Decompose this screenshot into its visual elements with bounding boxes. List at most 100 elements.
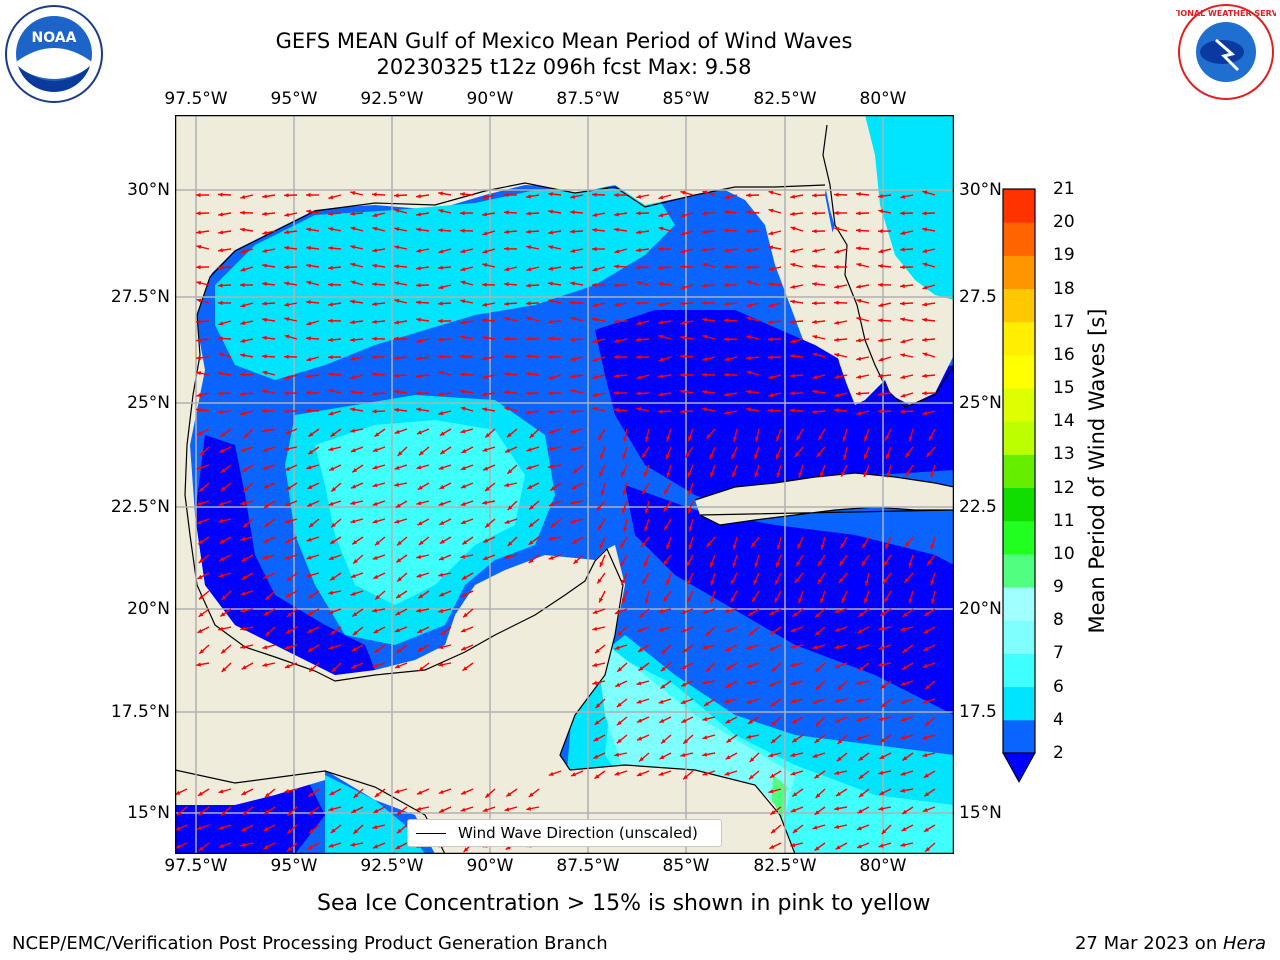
wind-arrow-head xyxy=(438,209,444,214)
wind-arrow-head xyxy=(812,825,818,830)
wind-arrow-head xyxy=(592,267,598,272)
svg-text:NOAA: NOAA xyxy=(32,30,77,46)
wind-arrow-head xyxy=(856,698,862,703)
wind-arrow-head xyxy=(878,373,883,378)
wind-arrow-head xyxy=(834,320,840,325)
wind-arrow-head xyxy=(220,468,226,473)
lat-tick-left-5: 20°N xyxy=(127,599,170,619)
wind-arrow-head xyxy=(835,718,841,723)
wind-arrow-head xyxy=(438,228,443,233)
lon-tick-top-3: 92.5°W xyxy=(360,89,424,109)
wind-arrow-head xyxy=(306,336,311,341)
wind-arrow-head xyxy=(548,771,554,776)
wind-arrow-head xyxy=(240,194,246,199)
wind-arrow-head xyxy=(771,667,777,672)
wind-arrow-head xyxy=(372,825,378,830)
wind-arrow-head xyxy=(197,574,203,579)
wind-arrow-head xyxy=(196,230,201,235)
wind-arrow-head xyxy=(482,807,488,812)
wind-arrow-head xyxy=(658,409,663,414)
lat-tick-right-4: 22.5 xyxy=(959,497,997,517)
wind-arrow-head xyxy=(900,317,905,322)
wind-arrow-head xyxy=(198,612,204,617)
wind-arrow-head xyxy=(812,389,817,394)
wind-arrow-head xyxy=(746,699,752,704)
wind-arrow-head xyxy=(306,555,312,560)
wind-arrow-head xyxy=(240,320,246,325)
wind-arrow-head xyxy=(922,211,927,216)
wind-arrow-head xyxy=(834,374,840,379)
wind-arrow-head xyxy=(285,466,291,471)
wind-arrow-head xyxy=(665,454,670,460)
wind-arrow-head xyxy=(775,454,780,460)
wind-arrow-head xyxy=(372,501,378,506)
wind-arrow-head xyxy=(754,472,759,478)
wind-arrow-head xyxy=(746,407,751,412)
wind-arrow-head xyxy=(504,246,509,251)
wind-arrow-head xyxy=(460,520,466,524)
wind-arrow-head xyxy=(328,843,334,848)
wind-arrow-head xyxy=(925,721,931,726)
wind-arrow-head xyxy=(570,446,576,452)
wind-arrow-head xyxy=(663,506,668,512)
wind-arrow-head xyxy=(900,283,905,289)
wind-arrow-head xyxy=(218,352,224,357)
wind-arrow-head xyxy=(548,354,553,360)
wind-arrow-head xyxy=(861,560,867,566)
wind-arrow-head xyxy=(219,539,225,544)
wind-arrow-head xyxy=(796,561,801,567)
wind-arrow-head xyxy=(438,572,444,577)
wind-arrow-head xyxy=(416,227,421,232)
wind-arrow-head xyxy=(856,411,862,416)
wind-arrow-head xyxy=(710,472,715,478)
wind-arrow-head xyxy=(636,281,642,286)
wind-arrow-head xyxy=(746,645,752,650)
wind-arrow-head xyxy=(680,372,685,378)
wind-arrow-head xyxy=(858,756,864,761)
wind-arrow-head xyxy=(658,226,664,231)
wind-arrow-head xyxy=(658,699,664,704)
wind-arrow-head xyxy=(262,370,268,375)
map-plot xyxy=(174,114,955,855)
wind-arrow-head xyxy=(769,844,775,849)
colorbar-band xyxy=(1003,189,1035,223)
wind-arrow-head xyxy=(592,339,598,344)
wind-arrow-head xyxy=(702,356,708,362)
wind-arrow-head xyxy=(658,771,664,776)
wind-arrow-head xyxy=(681,682,687,687)
wind-arrow-head xyxy=(751,542,756,548)
wind-arrow-head xyxy=(878,409,883,414)
wind-arrow-head xyxy=(643,471,648,477)
lat-tick-right-2: 27.5 xyxy=(959,287,997,307)
wind-arrow-head xyxy=(636,681,642,686)
wind-arrow-head xyxy=(330,576,336,581)
lon-tick-bottom-1: 97.5°W xyxy=(164,856,228,876)
wind-arrow-head xyxy=(768,231,774,236)
wind-arrow-head xyxy=(922,391,927,396)
lon-tick-top-1: 97.5°W xyxy=(164,89,228,109)
wind-arrow-head xyxy=(616,720,622,726)
wind-arrow-head xyxy=(460,299,466,304)
wind-arrow-head xyxy=(768,375,774,380)
colorbar-band xyxy=(1003,321,1035,356)
wind-arrow-head xyxy=(570,316,576,321)
wind-arrow-head xyxy=(372,409,377,414)
wind-arrow-head xyxy=(482,282,487,287)
wind-arrow-head xyxy=(790,284,796,289)
wind-arrow-head xyxy=(483,466,489,471)
wind-arrow-head xyxy=(768,753,774,758)
wind-arrow-head xyxy=(219,448,225,453)
wind-arrow-head xyxy=(835,845,841,850)
wind-arrow-head xyxy=(733,436,738,442)
wind-arrow-head xyxy=(812,319,817,324)
wind-arrow-head xyxy=(790,262,796,268)
wind-arrow-head xyxy=(350,500,356,505)
wind-arrow-head xyxy=(284,645,290,650)
wind-arrow-head xyxy=(284,265,289,270)
lat-tick-left-7: 15°N xyxy=(127,803,170,823)
wind-arrow-head xyxy=(461,790,467,795)
wind-arrow-head xyxy=(240,372,245,377)
wind-arrow-head xyxy=(463,612,468,618)
wind-arrow-head xyxy=(812,409,817,414)
wind-arrow-head xyxy=(329,466,335,471)
